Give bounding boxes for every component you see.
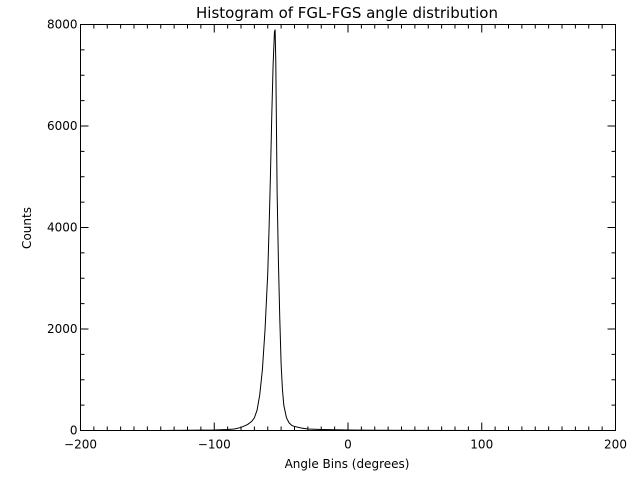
plot-frame	[80, 24, 616, 431]
x-tick-label: 200	[604, 438, 627, 452]
chart-title: Histogram of FGL-FGS angle distribution	[196, 4, 498, 22]
y-tick-label: 8000	[47, 18, 78, 32]
y-tick-labels: 0 2000 4000 6000 8000	[47, 18, 78, 438]
y-tick-label: 4000	[47, 221, 78, 235]
x-tick-label: 0	[344, 438, 352, 452]
x-tick-label: −200	[64, 438, 97, 452]
y-minor-ticks	[80, 49, 616, 406]
y-tick-label: 6000	[47, 119, 78, 133]
x-major-ticks	[80, 24, 616, 431]
x-minor-ticks	[93, 24, 603, 431]
y-axis-title: Counts	[20, 207, 34, 249]
x-tick-label: 100	[470, 438, 493, 452]
x-tick-labels: −200 −100 0 100 200	[64, 438, 627, 452]
y-major-ticks	[80, 24, 616, 431]
y-tick-label: 0	[70, 424, 78, 438]
x-axis-title: Angle Bins (degrees)	[285, 457, 410, 471]
y-tick-label: 2000	[47, 322, 78, 336]
series-line-counts	[160, 29, 496, 431]
x-tick-label: −100	[198, 438, 231, 452]
